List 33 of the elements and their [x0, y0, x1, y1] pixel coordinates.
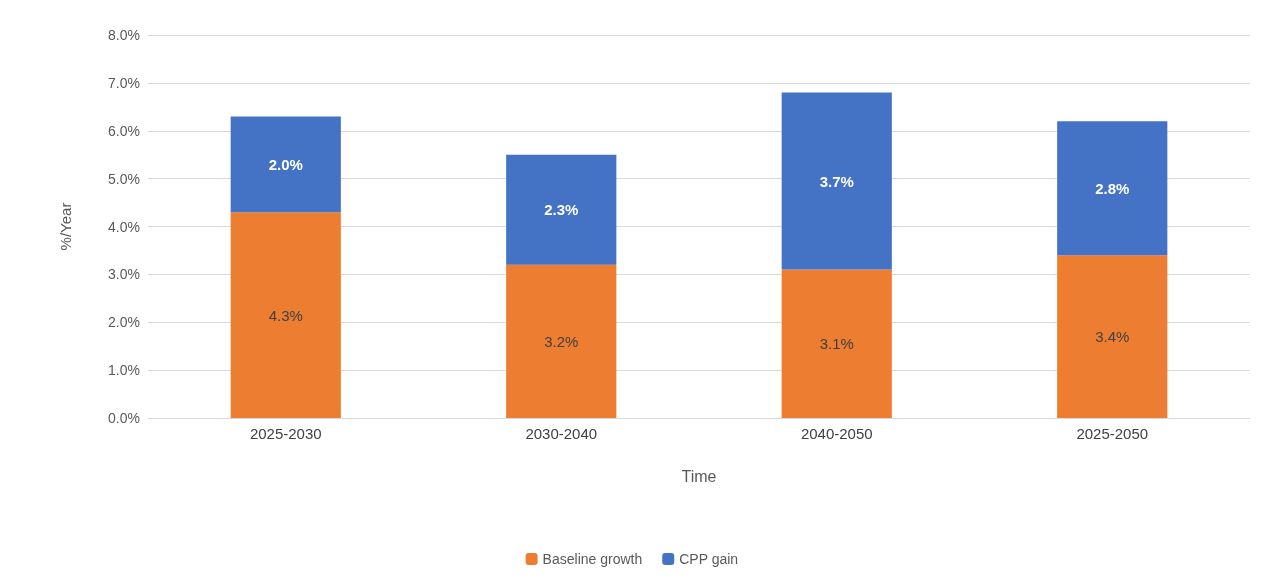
- bar: [1057, 255, 1168, 418]
- x-tick-label: 2040-2050: [800, 425, 873, 442]
- y-tick-label: 1.0%: [108, 362, 140, 379]
- data-label: 2.0%: [268, 155, 303, 173]
- bar: [506, 264, 617, 418]
- y-tick-label: 7.0%: [108, 74, 140, 91]
- bar: [781, 92, 892, 270]
- bar: [230, 116, 341, 213]
- bar: [230, 212, 341, 418]
- legend-label: Baseline growth: [542, 551, 643, 567]
- x-tick-label: 2030-2040: [525, 425, 598, 442]
- y-axis-title: %/Year: [57, 202, 74, 251]
- bar: [781, 269, 892, 418]
- y-tick-label: 0.0%: [108, 410, 140, 426]
- y-tick-label: 8.0%: [108, 27, 140, 43]
- legend-label: CPP gain: [679, 551, 739, 567]
- data-label: 2.3%: [544, 201, 579, 219]
- x-axis-title: Time: [681, 467, 717, 485]
- data-label: 3.1%: [819, 335, 854, 353]
- y-tick-label: 3.0%: [108, 266, 140, 283]
- y-tick-label: 4.0%: [108, 218, 140, 235]
- data-label: 3.7%: [819, 172, 854, 190]
- x-tick-label: 2025-2030: [249, 425, 322, 442]
- data-label: 3.2%: [544, 332, 579, 350]
- x-tick-label: 2025-2050: [1076, 425, 1149, 442]
- y-tick-label: 5.0%: [108, 170, 140, 187]
- y-tick-label: 6.0%: [108, 122, 140, 139]
- data-label: 2.8%: [1095, 179, 1130, 197]
- y-tick-label: 2.0%: [108, 314, 140, 331]
- data-label: 4.3%: [268, 306, 303, 324]
- bar: [506, 154, 617, 265]
- bar: [1057, 121, 1168, 256]
- data-label: 3.4%: [1095, 328, 1130, 346]
